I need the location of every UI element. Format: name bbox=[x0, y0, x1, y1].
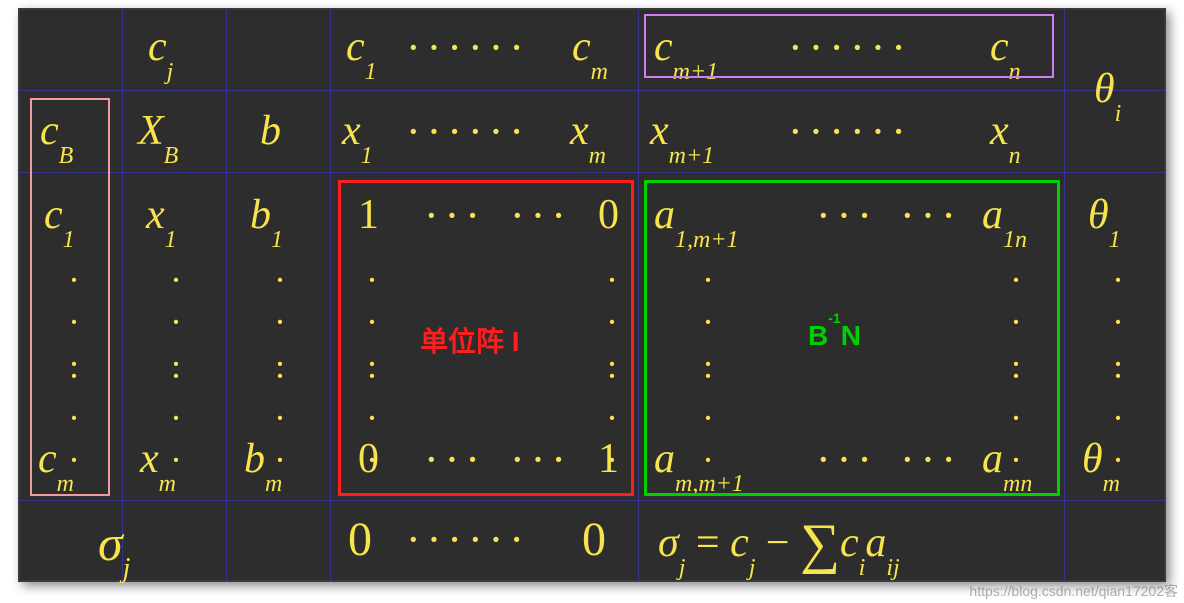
footer-zero1: 0 bbox=[348, 516, 372, 564]
col-XB-xm: xm bbox=[140, 438, 176, 486]
footer-formula: σj = cj − ∑ciaij bbox=[658, 510, 900, 570]
hline bbox=[18, 90, 1166, 91]
header-cm: cm bbox=[572, 26, 608, 74]
vline bbox=[330, 8, 331, 582]
vline bbox=[1064, 8, 1065, 582]
watermark: https://blog.csdn.net/qian17202客 bbox=[969, 581, 1178, 601]
row2-xn: xn bbox=[990, 110, 1021, 158]
highlight-cB-column bbox=[30, 98, 110, 496]
footer-dots: ······ bbox=[406, 518, 530, 562]
vline bbox=[638, 8, 639, 582]
footer-zero2: 0 bbox=[582, 516, 606, 564]
row2-x1: x1 bbox=[342, 110, 373, 158]
hline bbox=[18, 500, 1166, 501]
row2-dots2: ······ bbox=[788, 110, 912, 154]
theta-m: θm bbox=[1082, 438, 1120, 486]
header-dots1: ······ bbox=[406, 26, 530, 70]
simplex-tableau: cj c1 ······ cm cm+1 ······ cn θi cB XB … bbox=[18, 8, 1166, 582]
row2-dots1: ······ bbox=[406, 110, 530, 154]
header-c1: c1 bbox=[346, 26, 377, 74]
hline bbox=[18, 172, 1166, 173]
col-XB-x1: x1 bbox=[146, 194, 177, 242]
footer-sigma-j: σj bbox=[98, 518, 130, 577]
highlight-nonbasic-costs bbox=[644, 14, 1054, 78]
vline bbox=[122, 8, 123, 582]
theta-1: θ1 bbox=[1088, 194, 1121, 242]
col-b-b1: b1 bbox=[250, 194, 283, 242]
header-theta-i: θi bbox=[1094, 68, 1121, 116]
label-identity: 单位阵 I bbox=[420, 320, 520, 360]
col-b-bm: bm bbox=[244, 438, 282, 486]
row2-XB: XB bbox=[138, 110, 178, 158]
label-Binv-N: B-1N bbox=[808, 320, 861, 352]
row2-xm: xm bbox=[570, 110, 606, 158]
header-cj: cj bbox=[148, 26, 173, 74]
row2-b: b bbox=[260, 110, 281, 152]
vline bbox=[226, 8, 227, 582]
row2-xm1: xm+1 bbox=[650, 110, 714, 158]
